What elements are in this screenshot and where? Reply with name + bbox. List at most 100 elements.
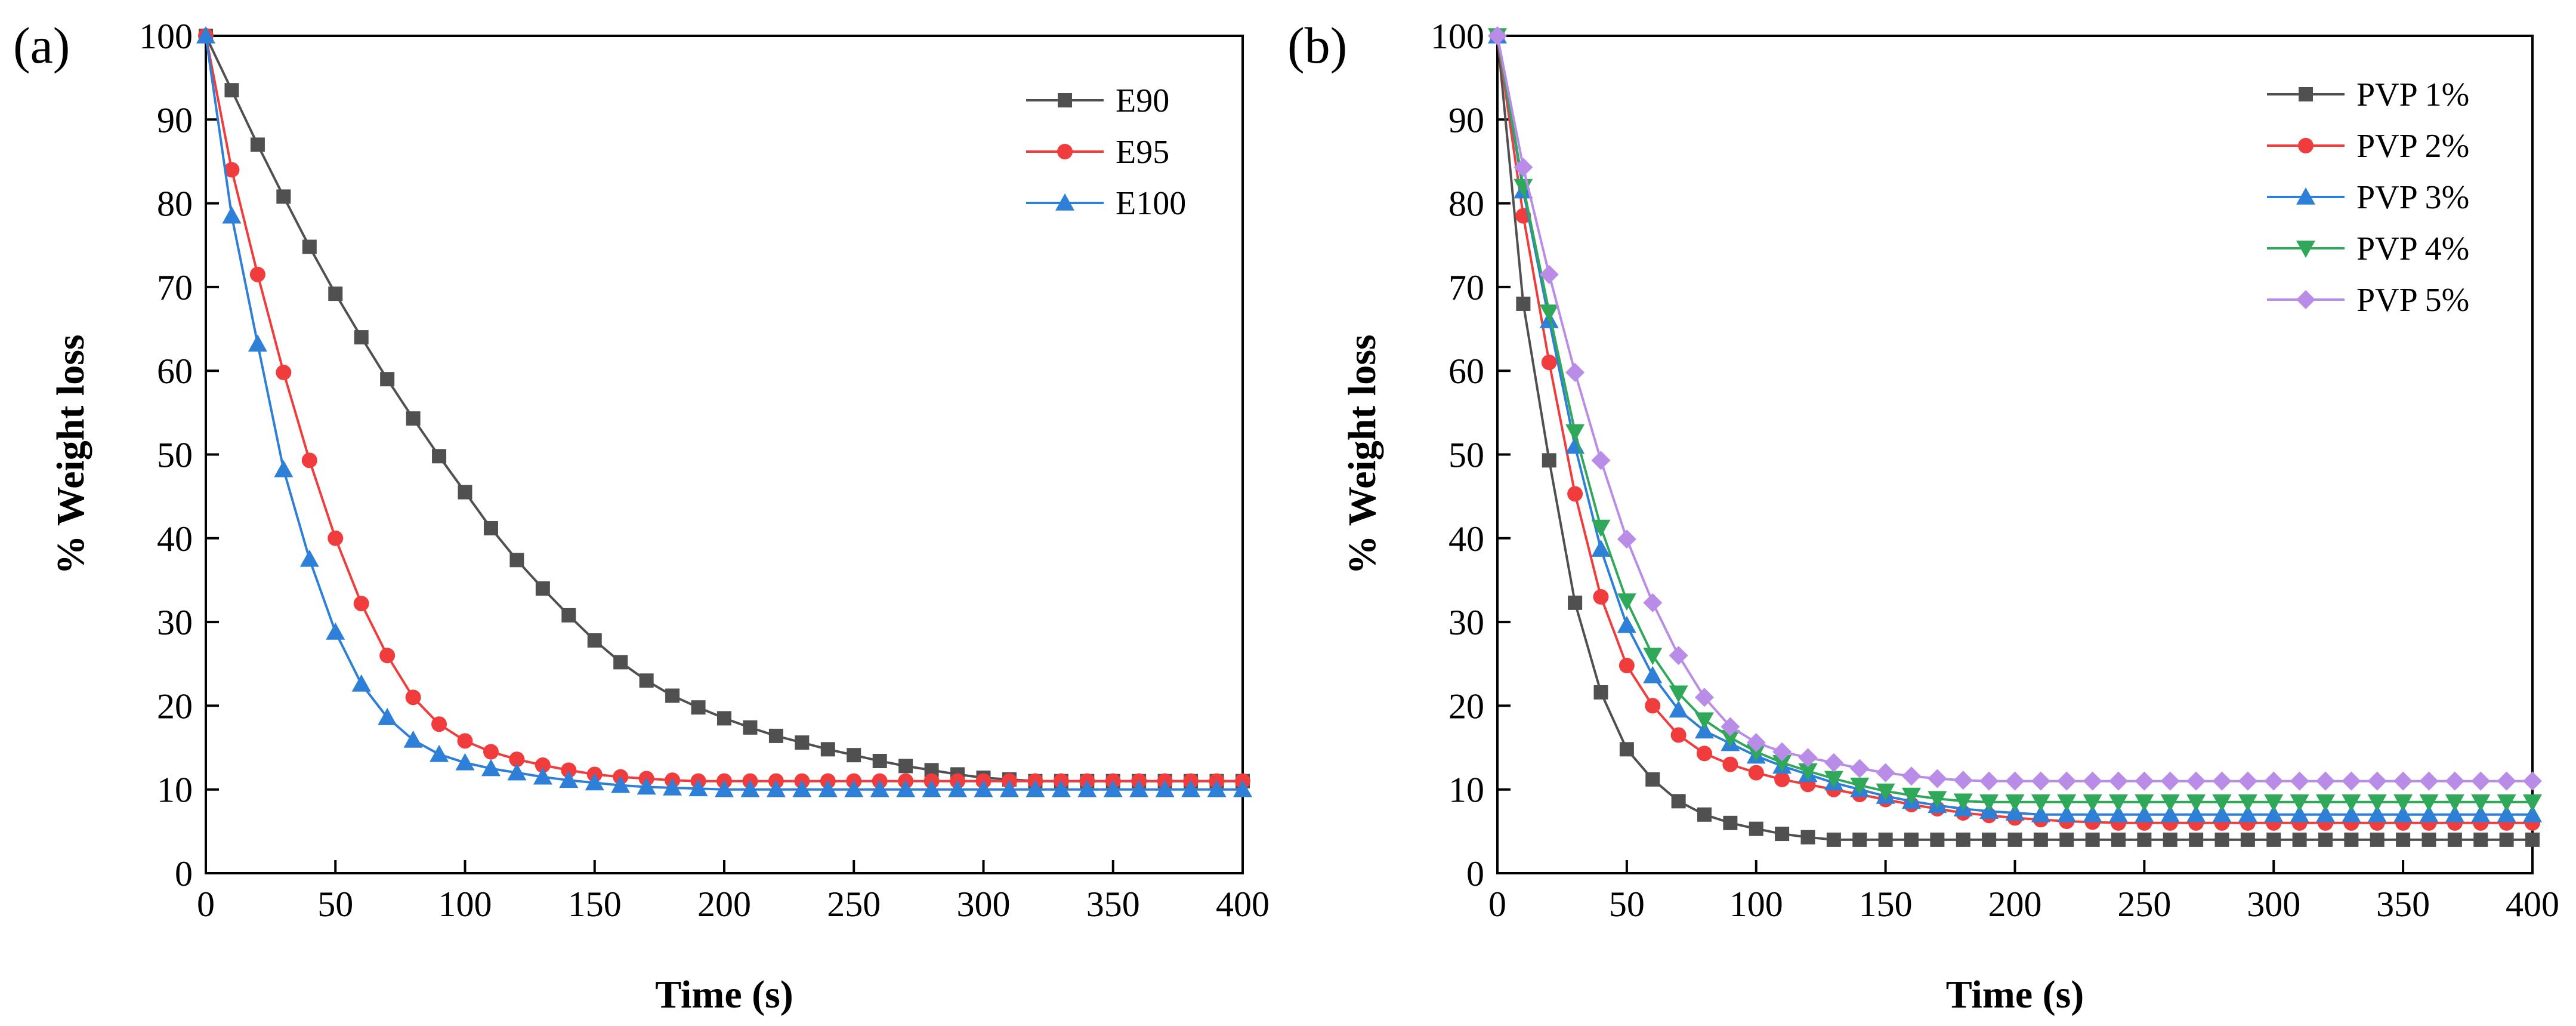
data-point (2523, 805, 2542, 822)
data-point (2186, 771, 2206, 791)
data-point (2031, 805, 2050, 822)
data-point (2240, 832, 2255, 847)
data-point (354, 330, 369, 345)
data-point (2238, 805, 2257, 822)
data-point (1516, 296, 1531, 311)
data-point (1798, 748, 1818, 768)
data-point (2160, 771, 2180, 791)
y-tick-label: 10 (1448, 771, 1484, 810)
data-point (403, 730, 423, 748)
y-tick-label: 100 (139, 17, 193, 56)
data-point (768, 728, 783, 743)
legend-label: E90 (1116, 82, 1169, 119)
data-point (2318, 832, 2333, 847)
legend-label: PVP 5% (2356, 282, 2469, 319)
y-tick-label: 0 (175, 854, 193, 893)
data-point (1772, 742, 1792, 762)
data-point (1051, 779, 1071, 797)
panel-label: (b) (1287, 17, 1347, 74)
data-point (328, 530, 344, 546)
data-point (948, 779, 968, 797)
data-point (766, 779, 786, 797)
data-point (2186, 805, 2206, 822)
data-point (2497, 794, 2516, 812)
data-point (1103, 779, 1123, 797)
data-point (351, 674, 371, 692)
data-point (1824, 771, 1843, 788)
y-tick-label: 90 (157, 100, 193, 140)
legend-label: E100 (1116, 185, 1186, 222)
data-point (1077, 779, 1097, 797)
series-e100 (196, 26, 1252, 797)
panel-label: (a) (13, 17, 70, 74)
data-point (2033, 832, 2048, 847)
legend-label: PVP 2% (2356, 128, 2469, 165)
data-point (2445, 794, 2464, 812)
data-point (1695, 712, 1714, 730)
data-point (1645, 772, 1660, 787)
y-tick-label: 20 (1448, 686, 1484, 726)
data-point (2419, 794, 2439, 812)
legend-label: PVP 3% (2356, 179, 2469, 216)
data-point (1593, 589, 1609, 605)
data-point (2421, 832, 2436, 847)
data-point (2109, 794, 2128, 812)
data-point (1852, 832, 1867, 847)
data-point (2160, 794, 2180, 812)
data-point (2264, 771, 2284, 791)
data-point (431, 716, 447, 732)
data-point (922, 779, 941, 797)
data-point (2471, 794, 2491, 812)
data-point (483, 520, 498, 535)
x-tick-label: 150 (1859, 885, 1913, 924)
data-point (276, 365, 292, 381)
x-tick-label: 350 (2376, 885, 2430, 924)
data-point (1129, 779, 1149, 797)
data-point (1619, 658, 1635, 674)
data-point (1928, 791, 1947, 809)
data-point (2264, 794, 2284, 812)
series-pvp-1- (1490, 29, 2540, 847)
y-tick-label: 100 (1431, 17, 1484, 56)
y-tick-label: 60 (157, 352, 193, 391)
panel-a: (a) 0 50 100 150 200 250 300 350 400 0 10 20 30 40 50 60… (13, 17, 1270, 1016)
data-point (379, 648, 396, 664)
data-point (974, 779, 993, 797)
data-point (1746, 733, 1766, 753)
data-point (2367, 805, 2387, 822)
data-point (406, 411, 421, 426)
data-point (1878, 832, 1893, 847)
data-point (1181, 779, 1201, 797)
data-point (2367, 771, 2387, 791)
y-axis-title: % Weight loss (49, 334, 92, 574)
legend-marker (1057, 144, 1073, 159)
y-tick-label: 40 (1448, 519, 1484, 559)
data-point (795, 735, 810, 750)
legend-label: E95 (1116, 134, 1169, 171)
data-point (2111, 832, 2126, 847)
data-point (2109, 805, 2128, 822)
data-point (2499, 832, 2514, 847)
x-tick-label: 250 (2117, 885, 2171, 924)
data-point (1723, 815, 1738, 830)
data-point (2214, 832, 2229, 847)
data-point (792, 779, 812, 797)
data-point (1904, 832, 1919, 847)
data-point (1233, 779, 1252, 797)
data-point (2057, 771, 2077, 791)
data-point (2471, 805, 2491, 822)
data-point (483, 744, 499, 760)
data-point (301, 452, 317, 469)
data-point (896, 779, 916, 797)
data-point (688, 779, 708, 797)
data-point (2419, 771, 2439, 791)
x-tick-label: 400 (2506, 885, 2559, 924)
data-point (405, 689, 421, 705)
data-point (1669, 700, 1688, 718)
data-point (2266, 832, 2281, 847)
data-point (1774, 771, 1790, 787)
data-point (274, 460, 294, 477)
data-point (847, 748, 861, 763)
data-point (1671, 794, 1686, 809)
data-point (1591, 540, 1611, 557)
